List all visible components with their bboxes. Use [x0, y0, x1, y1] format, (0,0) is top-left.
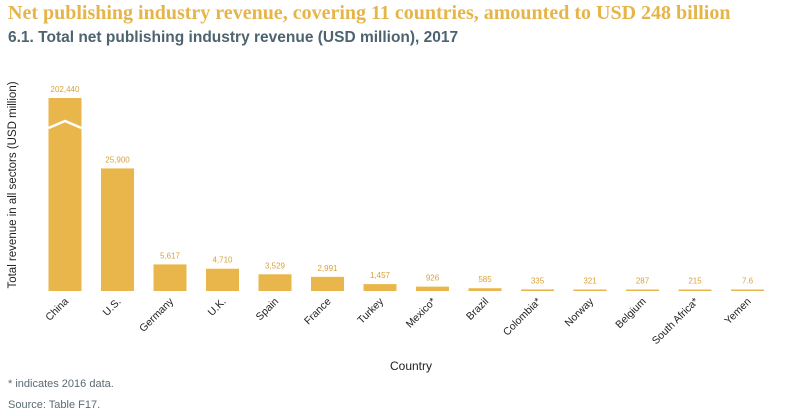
data-label-0: 202,440 — [51, 85, 80, 94]
data-label-7: 926 — [426, 274, 440, 283]
x-tick-label-5: France — [302, 296, 334, 328]
data-label-1: 25,900 — [105, 155, 130, 164]
axis-break-mark — [48, 119, 82, 130]
bar-10 — [573, 289, 607, 291]
x-tick-label-8: Brazil — [464, 296, 491, 323]
bar-7 — [416, 286, 449, 291]
x-tick-label-1: U.S. — [101, 296, 124, 319]
chart-subtitle: 6.1. Total net publishing industry reven… — [8, 29, 459, 46]
x-tick-label-4: Spain — [254, 296, 282, 324]
bar-12 — [678, 289, 712, 291]
x-tick-label-9: Colombia* — [501, 296, 544, 339]
bar-1 — [101, 168, 134, 291]
footnote: * indicates 2016 data. — [8, 378, 114, 390]
bar-13 — [731, 289, 764, 291]
x-tick-label-7: Mexico* — [404, 296, 439, 331]
x-tick-label-13: Yemen — [722, 296, 753, 327]
bar-5 — [311, 276, 344, 291]
bar-3 — [206, 268, 239, 291]
data-label-9: 335 — [531, 276, 545, 285]
source-note: Source: Table F17. — [8, 399, 101, 411]
bar-4 — [258, 274, 292, 291]
data-label-5: 2,991 — [317, 264, 338, 273]
x-tick-label-11: Belgium — [613, 295, 648, 330]
bar-6 — [363, 284, 397, 291]
x-tick-label-12: South Africa* — [650, 296, 701, 347]
data-label-13: 7.6 — [742, 277, 754, 286]
data-label-2: 5,617 — [160, 251, 181, 260]
data-label-4: 3,529 — [265, 261, 286, 270]
x-tick-label-2: Germany — [137, 295, 177, 335]
bar-11 — [626, 289, 659, 291]
bar-9 — [521, 289, 554, 291]
bar-2 — [153, 264, 187, 291]
x-tick-label-6: Turkey — [355, 295, 386, 326]
data-label-11: 287 — [636, 277, 650, 286]
bar-8 — [468, 288, 502, 291]
x-axis-title: Country — [390, 359, 432, 373]
headline: Net publishing industry revenue, coverin… — [8, 2, 731, 24]
data-label-10: 321 — [583, 276, 597, 285]
data-label-6: 1,457 — [370, 271, 391, 280]
x-tick-label-3: U.K. — [206, 296, 229, 319]
y-axis-title: Total revenue in all sectors (USD millio… — [7, 81, 19, 288]
data-label-3: 4,710 — [212, 256, 233, 265]
x-tick-label-0: China — [43, 296, 71, 324]
bar-0 — [48, 98, 82, 291]
data-label-8: 585 — [478, 275, 492, 284]
x-tick-label-10: Norway — [562, 295, 596, 329]
data-label-12: 215 — [688, 277, 702, 286]
